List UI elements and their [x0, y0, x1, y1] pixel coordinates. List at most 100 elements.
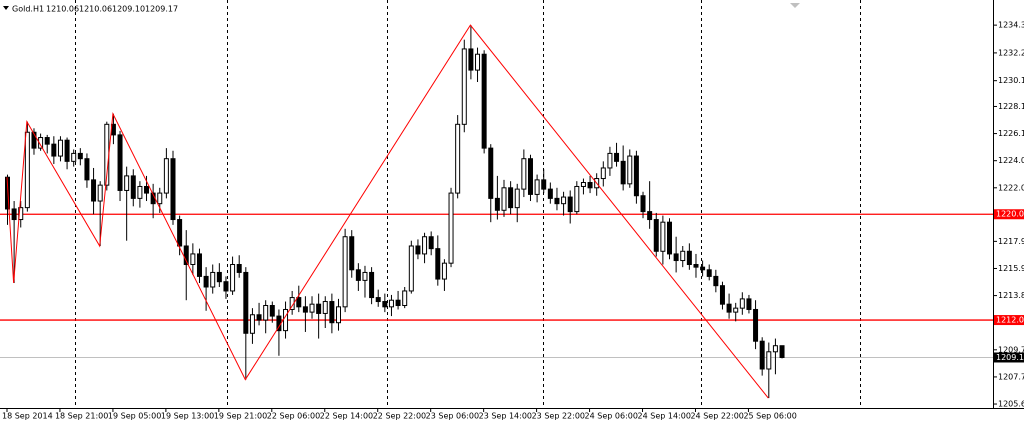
candle-body — [57, 139, 63, 157]
candle-body — [587, 182, 593, 189]
candle-body — [561, 196, 567, 205]
y-tick-label: 1232.20 — [998, 48, 1024, 57]
candle-body — [706, 269, 712, 277]
candle-body — [620, 160, 626, 185]
candle-body — [488, 147, 494, 199]
candle-body — [283, 308, 289, 332]
candle-body — [230, 264, 236, 292]
x-tick-label: 22 Sep 22:00 — [373, 412, 426, 421]
candle-body — [527, 158, 533, 195]
level-label-box — [994, 209, 1024, 220]
candle-body — [475, 53, 481, 71]
y-tick-label: 1234.30 — [998, 21, 1024, 30]
candle-body — [408, 245, 414, 292]
x-tick-label: 22 Sep 06:00 — [267, 412, 320, 421]
candle-body — [243, 271, 249, 334]
candle-body — [190, 253, 196, 266]
candle-body — [746, 298, 752, 310]
candle-body — [567, 196, 573, 213]
candle-body — [183, 245, 189, 266]
candle-body — [580, 182, 586, 187]
candle-body — [653, 219, 659, 252]
candle-body — [84, 158, 90, 181]
y-tick-label: 1215.90 — [998, 264, 1024, 273]
candle-body — [686, 250, 692, 266]
candle-body — [667, 221, 672, 255]
candle-body — [481, 53, 487, 149]
y-tick-label: 1217.95 — [998, 237, 1024, 246]
candle-body — [633, 155, 639, 197]
header-triangle — [3, 6, 9, 10]
candle-body — [157, 192, 163, 205]
candle-body — [779, 345, 785, 358]
x-tick-label: 18 Sep 2014 — [2, 412, 53, 421]
candle-body — [31, 131, 37, 149]
candle-body — [177, 219, 183, 247]
candle-body — [130, 175, 136, 199]
candle-body — [355, 269, 361, 281]
candle-body — [541, 179, 547, 190]
ohlc-label: 1210.06 — [79, 5, 112, 14]
candle-body — [210, 271, 216, 288]
x-tick-label: 23 Sep 22:00 — [532, 412, 585, 421]
candle-body — [680, 250, 686, 262]
candle-body — [38, 137, 44, 149]
candle-body — [772, 345, 778, 353]
current-price-box — [994, 352, 1024, 363]
candle-body — [216, 271, 222, 283]
candle-body — [627, 155, 633, 185]
candle-body — [766, 351, 772, 370]
candle-body — [44, 137, 50, 145]
x-tick-label: 19 Sep 13:00 — [161, 412, 214, 421]
candle-body — [435, 248, 441, 280]
candle-body — [336, 306, 341, 324]
candle-body — [753, 308, 759, 342]
candle-body — [739, 298, 745, 309]
y-tick-label: 1226.10 — [998, 129, 1024, 138]
candle-body — [640, 195, 646, 213]
candle-body — [428, 236, 434, 250]
candle-body — [395, 299, 401, 307]
x-tick-label: 19 Sep 21:00 — [214, 412, 267, 421]
x-tick-label: 25 Sep 06:00 — [743, 412, 796, 421]
x-tick-label: 24 Sep 22:00 — [690, 412, 743, 421]
candle-body — [316, 303, 322, 314]
candle-body — [170, 158, 176, 221]
x-tick-label: 24 Sep 14:00 — [638, 412, 691, 421]
candle-body — [574, 185, 580, 213]
candle-body — [759, 340, 765, 370]
candle-body — [263, 305, 269, 321]
y-tick-label: 1230.10 — [998, 76, 1024, 85]
candle-body — [673, 253, 679, 262]
candle-body — [719, 285, 725, 305]
candle-body — [309, 303, 315, 313]
candle-body — [375, 297, 381, 303]
candle-body — [18, 207, 24, 221]
ohlc-label: 1210.06 — [46, 5, 79, 14]
candle-body — [329, 301, 335, 324]
candle-body — [554, 197, 560, 205]
candle-body — [77, 152, 83, 160]
y-tick-label: 1224.05 — [998, 156, 1024, 165]
candle-body — [521, 158, 527, 190]
candle-body — [508, 187, 514, 209]
candle-body — [296, 297, 302, 308]
candle-body — [97, 184, 103, 202]
y-tick-label: 1209.75 — [998, 345, 1024, 354]
candle-body — [441, 262, 447, 280]
candle-body — [362, 271, 368, 281]
symbol: Gold.H1 — [12, 5, 44, 14]
candle-body — [51, 143, 57, 157]
candle-body — [647, 211, 653, 221]
candle-body — [11, 208, 17, 221]
candle-body — [64, 139, 70, 162]
candle-body — [468, 48, 474, 71]
candle-body — [402, 290, 408, 307]
y-tick-label: 1207.70 — [998, 372, 1024, 381]
candle-body — [256, 314, 262, 321]
candle-body — [196, 253, 202, 277]
candle-body — [388, 299, 394, 308]
candle-body — [117, 134, 123, 191]
candle-body — [91, 179, 97, 202]
